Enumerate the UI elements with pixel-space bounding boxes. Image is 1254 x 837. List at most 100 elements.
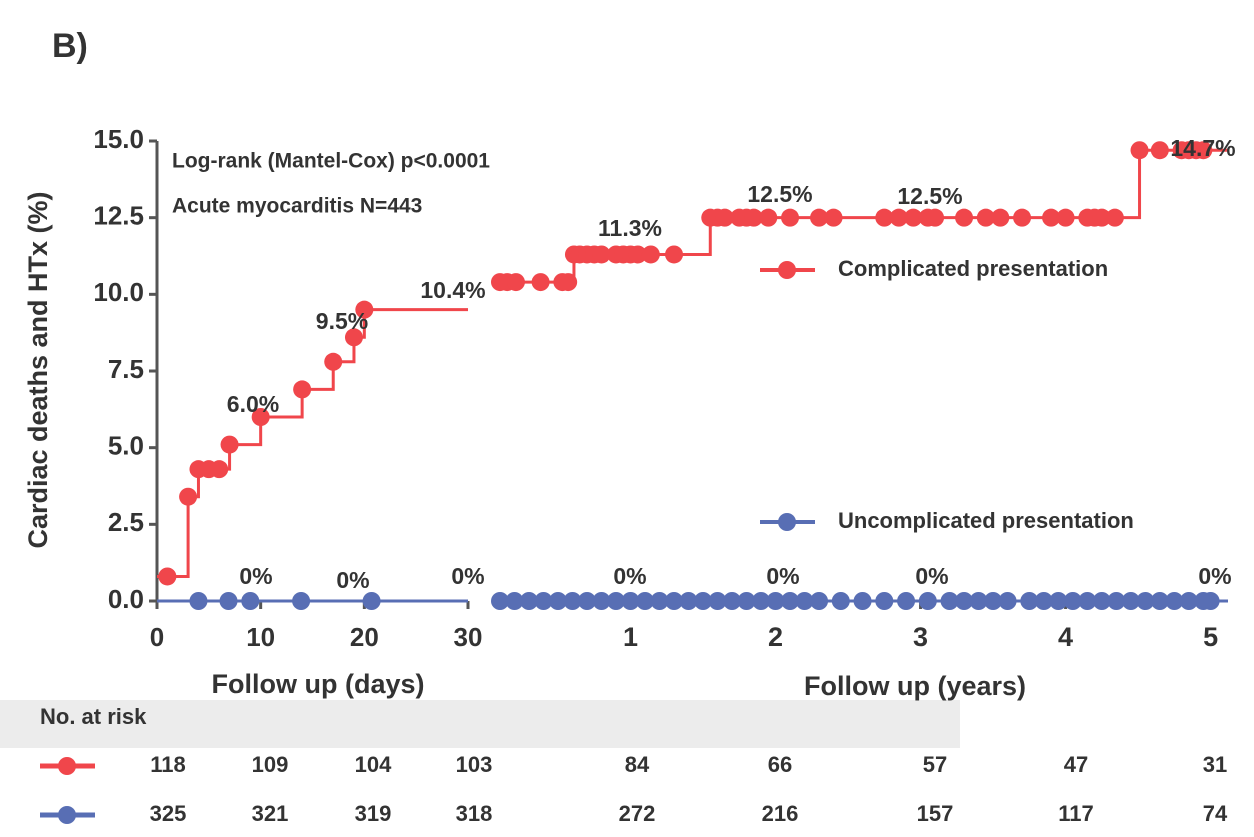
marker (831, 592, 850, 610)
risk-value: 66 (768, 752, 792, 777)
annotation: 14.7% (1170, 135, 1235, 161)
x-axis-label: Follow up (days) (212, 669, 425, 699)
annotation: 10.4% (420, 277, 485, 303)
marker (955, 208, 974, 227)
x-tick-label: 3 (913, 622, 928, 652)
marker (1194, 141, 1213, 160)
marker (549, 592, 568, 610)
marker (506, 273, 525, 292)
y-tick-label: 0.0 (108, 584, 144, 614)
panel-label: B) (52, 27, 88, 65)
risk-value: 84 (625, 752, 650, 777)
legend-label: Uncomplicated presentation (838, 508, 1134, 533)
marker (665, 592, 684, 610)
marker (578, 592, 597, 610)
risk-value: 57 (923, 752, 947, 777)
risk-value: 103 (456, 752, 493, 777)
marker (976, 208, 995, 227)
marker (889, 208, 908, 227)
marker (1056, 208, 1075, 227)
annotation: 0% (451, 563, 484, 589)
marker (592, 592, 611, 610)
marker (559, 273, 578, 292)
marker (1020, 592, 1039, 610)
risk-marker (58, 757, 76, 775)
annotation: 9.5% (316, 308, 368, 334)
marker (607, 592, 626, 610)
marker (940, 592, 959, 610)
x-tick-label: 30 (454, 622, 483, 652)
risk-value: 109 (252, 752, 289, 777)
marker (1150, 592, 1169, 610)
marker (251, 408, 270, 426)
marker (1078, 592, 1097, 610)
marker (897, 592, 916, 610)
marker (1105, 208, 1124, 227)
marker (189, 592, 208, 610)
risk-value: 47 (1064, 752, 1088, 777)
marker (1063, 592, 1082, 610)
marker (1165, 592, 1184, 610)
risk-value: 117 (1058, 801, 1094, 826)
annotation: 12.5% (747, 181, 812, 207)
marker (766, 592, 785, 610)
y-tick-label: 2.5 (108, 507, 144, 537)
risk-value: 321 (252, 801, 289, 826)
stat-text: Log-rank (Mantel-Cox) p<0.0001 (172, 150, 490, 173)
marker (650, 592, 669, 610)
annotation: 0% (766, 563, 799, 589)
annotation: 12.5% (897, 183, 962, 209)
marker (621, 592, 640, 610)
risk-value: 272 (619, 801, 656, 826)
marker (1107, 592, 1126, 610)
risk-title: No. at risk (40, 704, 147, 729)
marker (984, 592, 1003, 610)
marker (293, 380, 312, 399)
marker (759, 208, 778, 227)
marker (219, 592, 238, 610)
marker (795, 592, 814, 610)
y-tick-label: 7.5 (108, 354, 144, 384)
marker (628, 245, 647, 264)
marker (810, 208, 829, 227)
marker (1092, 208, 1111, 227)
x-tick-label: 5 (1203, 622, 1218, 652)
marker (1150, 141, 1169, 160)
x-tick-label: 0 (150, 622, 164, 652)
marker (534, 592, 553, 610)
marker (362, 592, 381, 610)
marker (1136, 592, 1155, 610)
annotation: 0% (336, 567, 369, 593)
marker (853, 592, 872, 610)
legend-marker (778, 261, 796, 279)
risk-value: 319 (355, 801, 392, 826)
risk-marker (58, 806, 76, 824)
y-tick-label: 10.0 (93, 277, 144, 307)
marker (563, 592, 582, 610)
marker (1179, 592, 1198, 610)
x-tick-label: 1 (623, 622, 638, 652)
marker (955, 592, 974, 610)
marker (904, 208, 923, 227)
step-line (157, 308, 468, 578)
annotation: 0% (1198, 563, 1231, 589)
marker (531, 273, 550, 292)
y-tick-label: 12.5 (93, 201, 144, 231)
marker (715, 208, 734, 227)
x-axis-label: Follow up (years) (804, 671, 1026, 701)
marker (641, 245, 660, 264)
marker (1013, 208, 1032, 227)
marker (991, 208, 1010, 227)
marker (1201, 592, 1220, 610)
table-band (0, 700, 960, 748)
risk-value: 325 (150, 801, 187, 826)
marker (1130, 141, 1149, 160)
marker (708, 592, 727, 610)
x-tick-label: 4 (1058, 622, 1073, 652)
annotation: 0% (613, 563, 646, 589)
annotation: 0% (915, 563, 948, 589)
marker (355, 300, 374, 319)
y-tick-label: 5.0 (108, 431, 144, 461)
marker (636, 592, 655, 610)
